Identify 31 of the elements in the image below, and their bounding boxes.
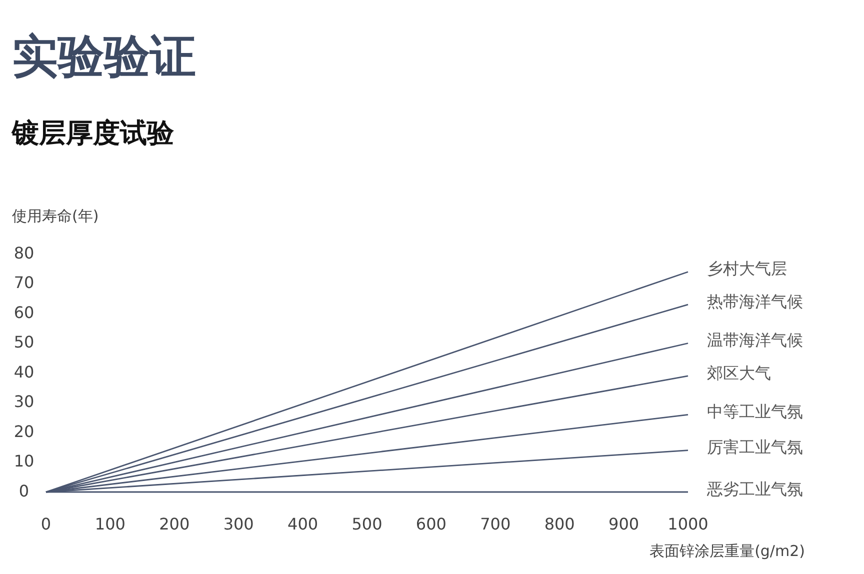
x-tick-label: 100 (94, 514, 126, 534)
y-tick-label: 60 (14, 302, 34, 322)
series-label: 郊区大气 (707, 363, 771, 382)
series-label: 乡村大气层 (707, 259, 787, 278)
x-tick-label: 400 (288, 514, 318, 534)
y-tick-label: 40 (14, 362, 34, 382)
y-axis-title: 使用寿命(年) (12, 207, 99, 225)
x-tick-label: 500 (352, 514, 382, 534)
y-tick-label: 50 (14, 332, 34, 352)
y-tick-label: 30 (14, 392, 34, 412)
x-axis-title: 表面锌涂层重量(g/m2) (650, 542, 805, 560)
x-tick-label: 300 (223, 514, 254, 534)
x-tick-label: 700 (480, 514, 511, 534)
y-tick-label: 10 (14, 452, 34, 471)
x-tick-label: 800 (544, 514, 575, 534)
y-tick-label: 20 (14, 422, 34, 441)
series-label: 厉害工业气氛 (707, 438, 803, 457)
chart-title: 实验验证 (12, 29, 196, 83)
series-label: 中等工业气氛 (707, 402, 803, 422)
series-label: 温带海洋气候 (707, 330, 803, 350)
x-tick-label: 600 (416, 514, 446, 534)
series-label: 恶劣工业气氛 (706, 479, 803, 498)
chart-subtitle: 镀层厚度试验 (11, 118, 175, 149)
x-tick-label: 200 (159, 514, 190, 534)
x-tick-label: 900 (608, 514, 640, 534)
series-label: 热带海洋气候 (707, 292, 803, 311)
x-tick-label: 1000 (668, 514, 708, 534)
y-tick-label: 80 (14, 243, 34, 262)
y-tick-label: 0 (18, 481, 30, 500)
y-tick-label: 70 (14, 273, 34, 292)
x-tick-label: 0 (40, 514, 52, 534)
